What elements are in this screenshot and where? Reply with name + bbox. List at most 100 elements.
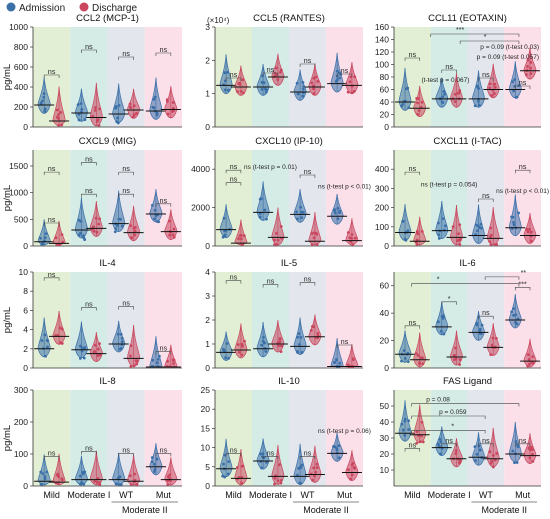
data-point xyxy=(116,332,120,336)
data-point xyxy=(44,232,48,236)
panel-title: CXCL10 (IP-10) xyxy=(255,136,323,147)
data-point xyxy=(309,329,313,332)
data-point xyxy=(130,236,133,240)
data-point xyxy=(129,224,133,228)
significance-bracket xyxy=(81,307,97,311)
data-point xyxy=(261,455,264,459)
data-point xyxy=(168,233,172,237)
data-point xyxy=(263,87,267,91)
data-point xyxy=(265,217,268,221)
data-point xyxy=(46,345,49,349)
annotation-label: ns xyxy=(445,64,453,71)
significance-bracket xyxy=(336,344,353,348)
significance-bracket xyxy=(411,430,486,434)
data-point xyxy=(120,340,124,344)
data-point xyxy=(512,221,515,224)
data-point xyxy=(240,237,243,241)
data-point xyxy=(415,441,419,445)
data-point xyxy=(133,472,137,476)
data-point xyxy=(150,460,154,464)
data-point xyxy=(416,101,419,105)
group-band xyxy=(144,390,182,486)
data-point xyxy=(166,483,170,486)
group-super-label: Moderate II xyxy=(303,505,349,515)
data-point xyxy=(98,353,102,357)
data-point xyxy=(152,462,156,466)
data-point xyxy=(223,453,227,457)
data-point xyxy=(439,440,443,444)
significance-bracket xyxy=(336,73,353,77)
annotation-label: *** xyxy=(456,27,464,34)
data-point xyxy=(299,466,303,470)
significance-bracket xyxy=(299,455,316,460)
data-point xyxy=(258,212,262,216)
data-point xyxy=(43,477,47,481)
group-band xyxy=(289,272,326,368)
data-point xyxy=(348,236,352,240)
data-point xyxy=(416,97,420,100)
annotation-label: ns xyxy=(85,302,93,309)
data-point xyxy=(98,217,102,221)
y-tick-label: 120 xyxy=(375,47,389,57)
data-point xyxy=(97,222,101,226)
data-point xyxy=(225,342,229,345)
y-tick-label: 200 xyxy=(375,203,389,213)
data-point xyxy=(335,78,339,82)
y-tick-label: 0 xyxy=(205,122,210,132)
y-tick-label: 20 xyxy=(201,404,211,414)
significance-bracket xyxy=(478,198,494,202)
data-point xyxy=(420,100,424,104)
data-point xyxy=(300,463,304,467)
data-point xyxy=(478,327,482,331)
data-point xyxy=(313,474,316,478)
data-point xyxy=(402,349,406,352)
data-point xyxy=(531,448,534,452)
y-axis-label: pg/mL xyxy=(2,307,13,333)
y-tick-label: 20 xyxy=(380,449,390,459)
significance-bracket xyxy=(81,162,97,166)
y-tick-label: 6 xyxy=(23,305,28,315)
data-point xyxy=(98,342,101,346)
data-point xyxy=(297,332,301,336)
data-point xyxy=(261,74,265,78)
y-tick-label: 80 xyxy=(380,72,390,82)
data-point xyxy=(511,215,515,219)
significance-bracket xyxy=(118,453,134,457)
y-tick-label: 40 xyxy=(380,308,390,318)
data-point xyxy=(153,95,157,99)
y-tick-label: 600 xyxy=(14,62,28,72)
data-point xyxy=(526,364,530,368)
data-point xyxy=(300,350,304,354)
annotation-label: ns xyxy=(48,217,56,224)
data-point xyxy=(155,457,159,461)
data-point xyxy=(414,352,418,355)
panel-1: 0 1 2 3 CCL5 (RANTES) (×10⁴) ns ns ns ns xyxy=(205,13,363,132)
data-point xyxy=(353,75,357,79)
data-point xyxy=(491,465,495,469)
annotation-label: ns xyxy=(341,339,349,346)
data-point xyxy=(129,365,133,368)
annotation-label: ns xyxy=(160,447,168,454)
significance-bracket xyxy=(478,443,494,447)
y-tick-label: 300 xyxy=(14,385,28,395)
data-point xyxy=(415,243,419,246)
data-point xyxy=(155,113,159,117)
data-point xyxy=(59,111,63,114)
data-point xyxy=(477,100,480,103)
data-point xyxy=(458,461,461,465)
data-point xyxy=(279,478,283,482)
data-point xyxy=(172,235,176,239)
data-point xyxy=(530,230,533,234)
data-point xyxy=(152,97,156,101)
data-point xyxy=(171,101,175,104)
data-point xyxy=(302,85,306,88)
data-point xyxy=(407,428,410,431)
data-point xyxy=(314,231,318,235)
data-point xyxy=(237,81,241,85)
data-point xyxy=(400,422,404,426)
data-point xyxy=(39,470,43,474)
data-point xyxy=(240,481,243,485)
data-point xyxy=(531,452,534,456)
group-band xyxy=(326,272,363,368)
data-point xyxy=(77,113,81,116)
